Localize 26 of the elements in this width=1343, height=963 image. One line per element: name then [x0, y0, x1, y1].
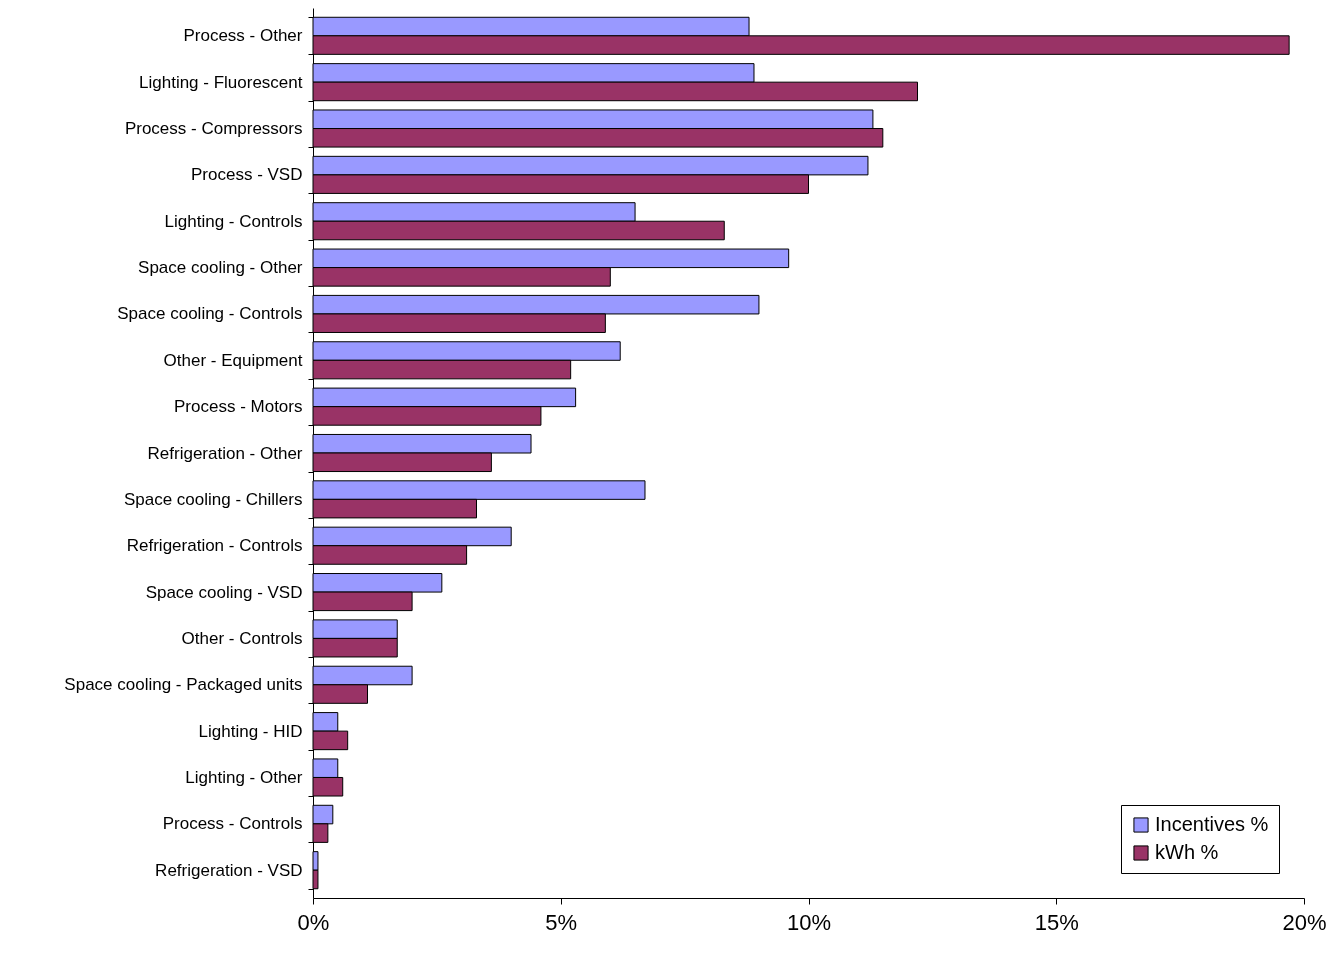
y-tick-label: Refrigeration - Other: [147, 443, 303, 463]
x-tick-label: 15%: [1034, 909, 1079, 935]
y-tick-label: Refrigeration - VSD: [155, 860, 303, 880]
y-tick-label: Space cooling - Packaged units: [64, 675, 303, 695]
y-tick-label: Space cooling - Controls: [117, 304, 303, 324]
y-tick-label: Process - Other: [183, 26, 303, 46]
legend-label: kWh %: [1155, 841, 1219, 863]
y-tick-label: Lighting - HID: [198, 721, 303, 741]
y-tick-label: Process - Controls: [162, 814, 303, 834]
x-tick-label: 5%: [545, 909, 578, 935]
x-tick-label: 10%: [786, 909, 832, 935]
y-tick-label: Space cooling - Chillers: [123, 489, 303, 509]
y-tick-label: Lighting - Fluorescent: [139, 72, 303, 92]
y-tick-label: Process - Compressors: [124, 119, 303, 139]
y-tick-label: Other - Equipment: [163, 350, 303, 370]
x-tick-label: 20%: [1282, 909, 1327, 935]
y-tick-label: Space cooling - VSD: [145, 582, 303, 602]
y-tick-label: Refrigeration - Controls: [126, 536, 303, 556]
y-tick-label: Other - Controls: [181, 628, 303, 648]
y-tick-label: Lighting - Controls: [164, 211, 303, 231]
y-tick-label: Process - Motors: [174, 397, 303, 417]
x-tick-label: 0%: [297, 909, 330, 935]
y-tick-label: Process - VSD: [191, 165, 303, 185]
y-tick-label: Space cooling - Other: [138, 258, 303, 278]
legend-label: Incentives %: [1155, 813, 1269, 835]
y-tick-label: Lighting - Other: [185, 767, 303, 787]
